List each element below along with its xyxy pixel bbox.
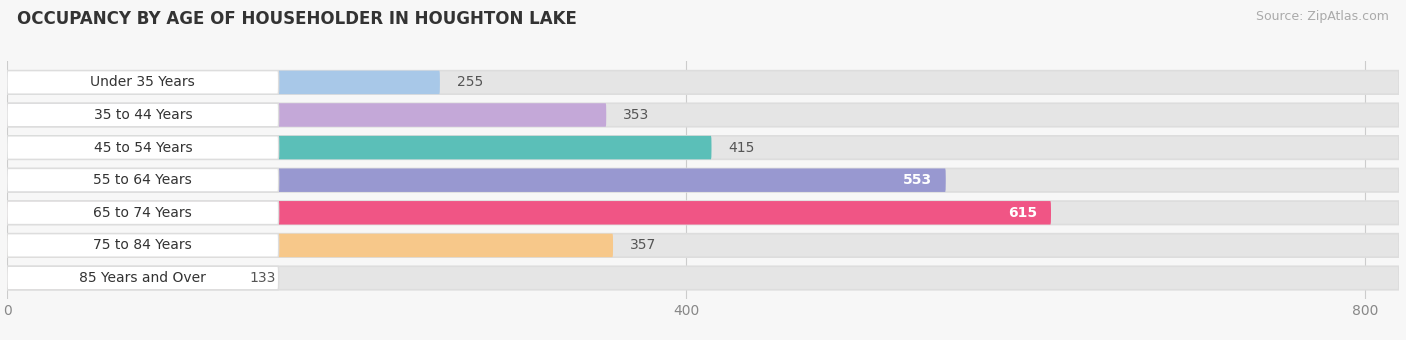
Text: 75 to 84 Years: 75 to 84 Years (93, 238, 193, 252)
Text: 415: 415 (728, 141, 755, 155)
FancyBboxPatch shape (7, 266, 233, 290)
Text: 615: 615 (1008, 206, 1038, 220)
FancyBboxPatch shape (7, 103, 278, 127)
FancyBboxPatch shape (7, 168, 946, 192)
FancyBboxPatch shape (7, 201, 1399, 224)
Text: 55 to 64 Years: 55 to 64 Years (93, 173, 193, 187)
Text: 553: 553 (903, 173, 932, 187)
FancyBboxPatch shape (7, 103, 606, 127)
FancyBboxPatch shape (7, 266, 1399, 290)
Text: Under 35 Years: Under 35 Years (90, 75, 195, 89)
FancyBboxPatch shape (7, 266, 278, 290)
FancyBboxPatch shape (7, 71, 278, 94)
FancyBboxPatch shape (7, 234, 278, 257)
Text: 255: 255 (457, 75, 484, 89)
FancyBboxPatch shape (7, 136, 1399, 159)
FancyBboxPatch shape (7, 168, 1399, 192)
FancyBboxPatch shape (7, 234, 613, 257)
Text: 35 to 44 Years: 35 to 44 Years (94, 108, 193, 122)
Text: 133: 133 (250, 271, 276, 285)
FancyBboxPatch shape (7, 234, 1399, 257)
FancyBboxPatch shape (7, 136, 278, 159)
FancyBboxPatch shape (7, 103, 1399, 127)
FancyBboxPatch shape (7, 136, 711, 159)
Text: 45 to 54 Years: 45 to 54 Years (94, 141, 193, 155)
Text: 357: 357 (630, 238, 657, 252)
FancyBboxPatch shape (7, 201, 1050, 224)
Text: 353: 353 (623, 108, 650, 122)
Text: 85 Years and Over: 85 Years and Over (79, 271, 207, 285)
FancyBboxPatch shape (7, 201, 278, 224)
Text: OCCUPANCY BY AGE OF HOUSEHOLDER IN HOUGHTON LAKE: OCCUPANCY BY AGE OF HOUSEHOLDER IN HOUGH… (17, 10, 576, 28)
Text: Source: ZipAtlas.com: Source: ZipAtlas.com (1256, 10, 1389, 23)
FancyBboxPatch shape (7, 71, 440, 94)
Text: 65 to 74 Years: 65 to 74 Years (93, 206, 193, 220)
FancyBboxPatch shape (7, 168, 278, 192)
FancyBboxPatch shape (7, 71, 1399, 94)
